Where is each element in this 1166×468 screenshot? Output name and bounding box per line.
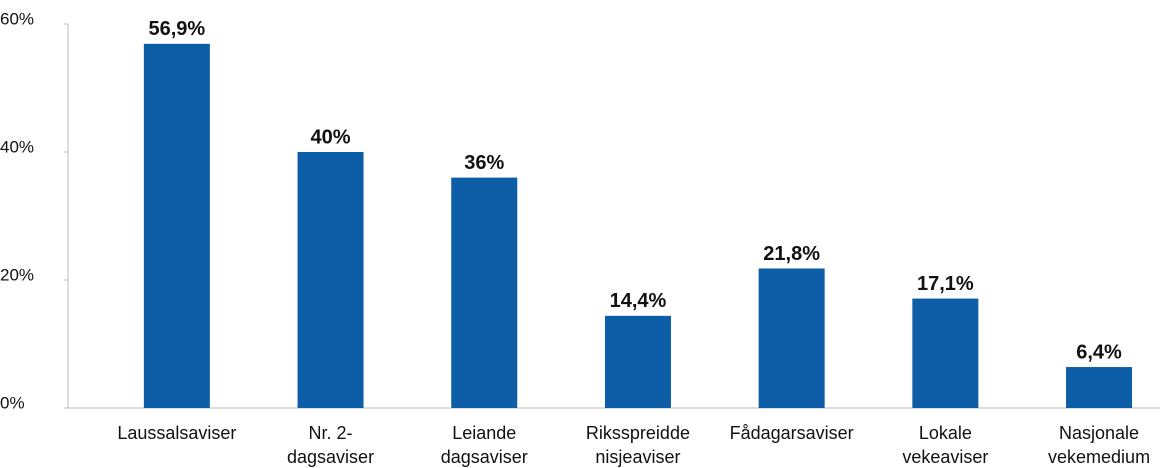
value-label: 17,1% [917,273,974,295]
bar [1066,367,1133,408]
value-label: 14,4% [610,290,667,312]
bar [604,315,671,408]
value-label: 6,4% [1076,341,1122,363]
bar [912,298,979,408]
x-tick-label: Lokale vekeaviser [902,423,988,467]
value-label: 21,8% [763,243,820,265]
y-tick-label: 20% [0,265,34,284]
y-tick-label: 40% [0,137,34,156]
x-tick-label: Riksspreidde nisjeaviser [586,423,690,467]
x-tick-label: Nr. 2-dagsaviser [287,423,374,467]
bar [758,268,825,408]
bar [451,177,518,408]
value-label: 56,9% [148,18,205,40]
value-label: 40% [311,126,351,148]
x-tick-label: Leiande dagsaviser [441,423,528,467]
x-tick-label: Fådagarsaviser [730,423,854,443]
bar [143,43,210,409]
x-tick-label: Laussalsaviser [117,423,236,443]
value-label: 36% [464,152,504,174]
x-tick-label: Nasjonale vekemedium [1048,423,1150,467]
y-tick-label: 0% [0,393,25,412]
y-tick-label: 60% [0,9,34,28]
bar [297,152,364,408]
